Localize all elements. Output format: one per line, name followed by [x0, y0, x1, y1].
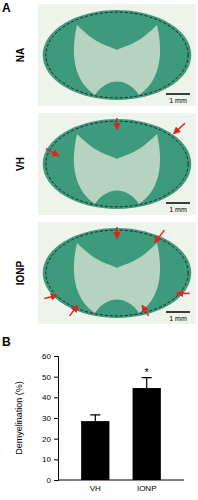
- tick-mark: [54, 439, 58, 440]
- tick-mark: [54, 397, 58, 398]
- tick-label: 60: [42, 352, 51, 361]
- bar: [81, 421, 109, 480]
- scale-bar-label: 1 mm: [169, 206, 187, 213]
- arrow: [116, 118, 118, 129]
- annotation: *: [145, 366, 150, 378]
- white-matter: [43, 10, 192, 100]
- scale-bar: [166, 311, 190, 313]
- scale-bar-label: 1 mm: [169, 315, 187, 322]
- panel-label: A: [2, 1, 11, 15]
- bars: [81, 378, 161, 480]
- tick-label: 40: [42, 393, 51, 402]
- tick-label: 30: [42, 414, 51, 423]
- x-axis-line: [58, 480, 184, 481]
- bar: [133, 388, 161, 480]
- x-tick-label: VH: [90, 484, 101, 493]
- scale-bar: [166, 202, 190, 204]
- scale-bar-label: 1 mm: [169, 97, 187, 104]
- scale-bar: [166, 93, 190, 95]
- tick-label: 20: [42, 435, 51, 444]
- tick: 60: [42, 352, 58, 361]
- white-matter: [43, 119, 192, 209]
- arrow: [155, 230, 164, 242]
- grey-matter: [74, 134, 160, 204]
- tick-mark: [54, 459, 58, 460]
- image-background: [38, 113, 196, 215]
- image-label: IONP: [15, 260, 26, 285]
- error-bar: [90, 415, 100, 421]
- arrow: [44, 295, 57, 298]
- outline: [46, 121, 188, 207]
- tick-mark: [54, 356, 58, 357]
- image-background: [38, 222, 196, 324]
- tick: 40: [42, 393, 58, 402]
- tick-label: 50: [42, 373, 51, 382]
- outline: [46, 12, 188, 98]
- panel-label: B: [2, 335, 11, 349]
- image-label: NA: [15, 48, 26, 62]
- image-background: [38, 4, 196, 106]
- arrow: [142, 306, 148, 316]
- tick: 20: [42, 435, 58, 444]
- tick-label: 10: [42, 455, 51, 464]
- y-axis-line: [54, 357, 59, 481]
- white-matter: [43, 228, 192, 318]
- image-label: VH: [15, 157, 26, 171]
- tick-mark: [54, 418, 58, 419]
- arrow: [46, 149, 59, 156]
- micrograph: 1 mm: [38, 4, 196, 106]
- arrow: [70, 306, 78, 316]
- micrograph: 1 mm: [38, 113, 196, 215]
- tick: 30: [42, 414, 58, 423]
- x-tick-label: IONP: [137, 484, 157, 493]
- tick-mark: [54, 480, 58, 481]
- tick-mark: [54, 377, 58, 378]
- arrow: [174, 123, 185, 133]
- arrow: [177, 293, 190, 295]
- micrograph: 1 mm: [38, 222, 196, 324]
- tick: 0: [47, 476, 58, 485]
- grey-matter: [74, 25, 160, 95]
- arrow: [116, 227, 118, 238]
- y-axis: 0 10 20 30 40 50 60: [42, 352, 58, 485]
- outline: [46, 230, 188, 316]
- tick: 50: [42, 373, 58, 382]
- error-bar: [142, 378, 152, 388]
- grey-matter: [74, 243, 160, 313]
- tick-label: 0: [47, 476, 52, 485]
- y-axis-title: Demyelination (%): [14, 381, 24, 455]
- tick: 10: [42, 455, 58, 464]
